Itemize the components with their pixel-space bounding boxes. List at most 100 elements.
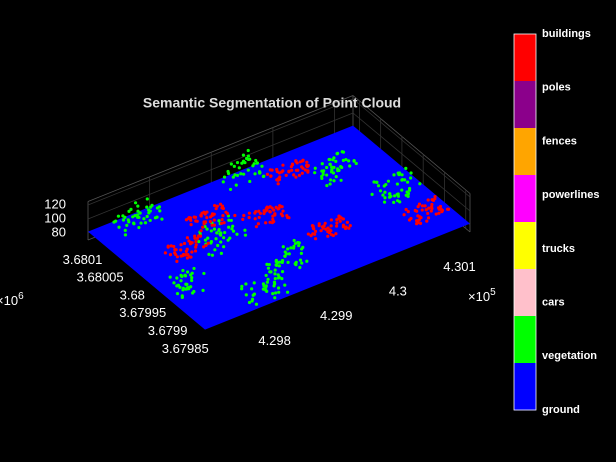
cloud-point xyxy=(145,214,149,219)
y-tick-label: 3.67995 xyxy=(119,305,166,320)
cloud-point xyxy=(229,162,233,166)
cloud-point xyxy=(352,159,356,163)
cloud-point xyxy=(168,253,173,257)
cloud-point xyxy=(201,225,205,229)
cloud-point xyxy=(268,210,272,214)
cloud-point xyxy=(250,287,254,291)
cloud-point xyxy=(430,206,434,211)
colorbar-segment xyxy=(514,363,536,411)
cloud-point xyxy=(339,178,343,182)
cloud-point xyxy=(209,241,213,245)
cloud-point xyxy=(184,282,188,286)
cloud-point xyxy=(185,286,190,290)
cloud-point xyxy=(256,222,260,226)
cloud-point xyxy=(266,277,270,281)
cloud-point xyxy=(402,213,406,217)
cloud-point xyxy=(202,210,206,214)
cloud-point xyxy=(334,232,338,236)
cloud-point xyxy=(264,221,268,225)
cloud-point xyxy=(292,173,296,177)
cloud-point xyxy=(284,252,289,256)
cloud-point xyxy=(305,259,309,263)
cloud-point xyxy=(240,284,244,288)
cloud-point xyxy=(243,233,248,237)
cloud-point xyxy=(265,280,269,284)
cloud-point xyxy=(409,176,413,180)
cloud-point xyxy=(231,175,235,179)
cloud-point xyxy=(426,211,430,216)
cloud-point xyxy=(188,242,193,246)
cloud-point xyxy=(326,226,330,230)
grid-line xyxy=(87,112,354,220)
cloud-point xyxy=(406,191,411,196)
cloud-point xyxy=(255,161,259,165)
cloud-point xyxy=(125,223,129,227)
y-exponent-power: 6 xyxy=(18,291,24,302)
cloud-point xyxy=(222,175,227,179)
cloud-point xyxy=(280,277,284,281)
cloud-point xyxy=(237,166,241,170)
cloud-point xyxy=(273,277,277,281)
cloud-point xyxy=(137,215,141,220)
cloud-point xyxy=(415,219,419,223)
cloud-point xyxy=(276,273,280,277)
cloud-point xyxy=(334,224,339,228)
cloud-point xyxy=(275,167,279,172)
cloud-point xyxy=(294,175,298,179)
cloud-point xyxy=(254,158,258,163)
cloud-point xyxy=(207,252,211,256)
colorbar-label: ground xyxy=(542,404,580,416)
cloud-point xyxy=(228,187,233,192)
x-exponent-base: ×10 xyxy=(468,289,490,304)
cloud-point xyxy=(205,216,209,220)
cloud-point xyxy=(248,157,252,161)
cloud-point xyxy=(148,218,152,223)
cloud-point xyxy=(241,153,246,157)
cloud-point xyxy=(294,263,298,267)
cloud-point xyxy=(417,218,421,222)
cloud-point xyxy=(329,218,333,222)
cloud-point xyxy=(287,252,291,256)
cloud-point xyxy=(284,173,288,177)
cloud-point xyxy=(418,182,422,186)
cloud-point xyxy=(114,219,118,223)
cloud-point xyxy=(183,253,187,257)
cloud-point xyxy=(426,216,431,220)
cloud-point xyxy=(271,292,275,296)
cloud-point xyxy=(335,221,339,225)
cloud-point xyxy=(271,217,275,222)
cloud-point xyxy=(168,275,172,279)
y-tick-label: 3.68 xyxy=(120,287,145,302)
cloud-point xyxy=(417,202,422,206)
cloud-point xyxy=(267,262,271,267)
cloud-point xyxy=(123,228,127,232)
cloud-point xyxy=(264,273,268,278)
cloud-point xyxy=(232,164,236,168)
cloud-point xyxy=(197,240,201,244)
cloud-point xyxy=(331,171,336,175)
cloud-point xyxy=(139,221,143,225)
cloud-point xyxy=(306,232,310,236)
cloud-point xyxy=(424,208,428,212)
cloud-point xyxy=(246,154,251,158)
cloud-point xyxy=(306,170,310,174)
cloud-point xyxy=(189,223,193,227)
cloud-point xyxy=(313,232,317,236)
cloud-point xyxy=(313,229,318,234)
cloud-point xyxy=(370,192,374,196)
cloud-point xyxy=(206,241,210,245)
cloud-point xyxy=(406,210,410,214)
cloud-point xyxy=(398,200,402,204)
y-tick-label: 3.6799 xyxy=(148,323,188,338)
cloud-point xyxy=(181,286,185,290)
cloud-point xyxy=(214,237,218,241)
colorbar: buildings poles fences powerlines trucks cars… xyxy=(513,28,599,416)
cloud-point xyxy=(186,270,190,274)
cloud-point xyxy=(253,172,257,176)
cloud-point xyxy=(287,216,291,220)
cloud-point xyxy=(183,273,187,277)
cloud-point xyxy=(423,204,427,208)
box-edge xyxy=(87,95,354,202)
cloud-point xyxy=(321,172,325,176)
cloud-point xyxy=(212,203,217,208)
